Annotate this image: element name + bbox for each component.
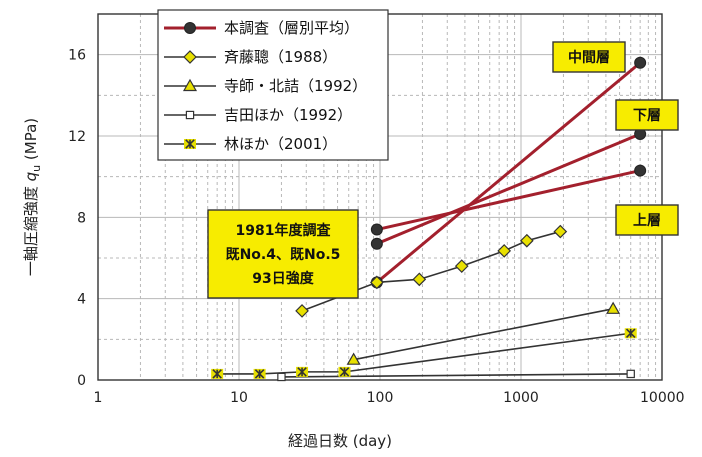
legend-entry: 吉田ほか（1992） bbox=[164, 106, 352, 124]
data-point bbox=[626, 369, 635, 379]
label-lower-layer-text: 下層 bbox=[633, 108, 661, 124]
y-axis-title-var: q bbox=[22, 172, 40, 182]
note-1981-text: 既No.4、既No.5 bbox=[226, 247, 341, 263]
data-point bbox=[370, 275, 384, 290]
note-1981-text: 1981年度調査 bbox=[236, 222, 332, 239]
y-axis-title-sub: u bbox=[30, 165, 43, 172]
data-point bbox=[277, 372, 286, 382]
x-tick-label: 10000 bbox=[640, 390, 685, 406]
legend-marker bbox=[183, 50, 197, 64]
data-point bbox=[338, 366, 351, 377]
legend-marker bbox=[184, 22, 196, 34]
legend-label: 斉藤聰（1988） bbox=[224, 48, 337, 66]
data-point bbox=[606, 301, 621, 314]
legend-marker bbox=[185, 110, 195, 120]
label-middle-layer-box bbox=[552, 41, 626, 73]
series-line bbox=[353, 308, 614, 361]
x-tick-label: 1 bbox=[94, 390, 103, 406]
legend: 本調査（層別平均） 斉藤聰（1988） 寺師・北詰（1992） 吉田ほか（1992） 林… bbox=[157, 9, 389, 161]
legend-box bbox=[157, 9, 389, 161]
data-point bbox=[211, 368, 224, 379]
label-middle-layer-text: 中間層 bbox=[568, 49, 610, 66]
label-upper-layer-box bbox=[615, 204, 679, 236]
data-point bbox=[497, 244, 512, 258]
series-line bbox=[281, 373, 631, 378]
label-lower-layer-box bbox=[615, 99, 679, 131]
note-1981-box bbox=[207, 209, 359, 299]
data-point bbox=[519, 233, 534, 248]
x-tick-label: 100 bbox=[367, 390, 394, 406]
label-lower-layer: 下層 bbox=[615, 99, 679, 131]
data-point bbox=[295, 304, 309, 318]
data-point bbox=[296, 366, 309, 377]
legend-marker bbox=[184, 139, 196, 149]
data-point bbox=[346, 352, 361, 365]
data-point bbox=[634, 164, 647, 177]
x-axis-title: 経過日数 (day) bbox=[288, 432, 392, 450]
data-point bbox=[370, 223, 383, 236]
data-point bbox=[253, 368, 266, 379]
legend-entry: 寺師・北詰（1992） bbox=[164, 77, 367, 95]
data-point bbox=[370, 237, 383, 250]
legend-entry: 本調査（層別平均） bbox=[164, 19, 359, 37]
legend-label: 寺師・北詰（1992） bbox=[224, 77, 367, 95]
legend-entry: 林ほか（2001） bbox=[164, 135, 337, 153]
axes: 1 10 100 1000 10000 0 4 8 12 16 経過日数 (day) 一軸圧縮強度 q… bbox=[22, 13, 685, 450]
legend-label: 林ほか（2001） bbox=[224, 135, 337, 153]
y-axis-title-main: 一軸圧縮強度 bbox=[22, 181, 40, 276]
data-point bbox=[454, 259, 469, 273]
y-tick-label: 0 bbox=[77, 373, 86, 389]
legend-marker bbox=[182, 78, 198, 92]
legend-entry: 斉藤聰（1988） bbox=[164, 48, 337, 66]
x-tick-label: 10 bbox=[230, 390, 248, 406]
y-tick-label: 16 bbox=[68, 48, 86, 64]
series-5 bbox=[211, 328, 637, 379]
series-layer bbox=[211, 56, 647, 382]
series-2 bbox=[295, 224, 568, 318]
y-tick-label: 4 bbox=[77, 292, 86, 308]
data-point bbox=[412, 272, 427, 287]
series-3 bbox=[346, 301, 621, 365]
data-point bbox=[624, 328, 637, 339]
label-middle-layer: 中間層 bbox=[552, 41, 626, 73]
series-line bbox=[375, 61, 642, 284]
y-axis-title: 一軸圧縮強度 qu (MPa) bbox=[22, 118, 43, 276]
data-point bbox=[553, 224, 568, 239]
y-axis-title-unit: (MPa) bbox=[22, 118, 40, 165]
y-tick-label: 8 bbox=[77, 210, 86, 226]
data-point bbox=[634, 56, 647, 69]
legend-label: 本調査（層別平均） bbox=[224, 19, 359, 37]
note-1981-text: 93日強度 bbox=[252, 270, 314, 287]
label-upper-layer-text: 上層 bbox=[633, 213, 661, 229]
series-line bbox=[376, 132, 641, 246]
x-tick-label: 1000 bbox=[503, 390, 539, 406]
series-line bbox=[376, 169, 641, 231]
y-tick-label: 12 bbox=[68, 129, 86, 145]
legend-label: 吉田ほか（1992） bbox=[224, 106, 352, 124]
label-upper-layer: 上層 bbox=[615, 204, 679, 236]
